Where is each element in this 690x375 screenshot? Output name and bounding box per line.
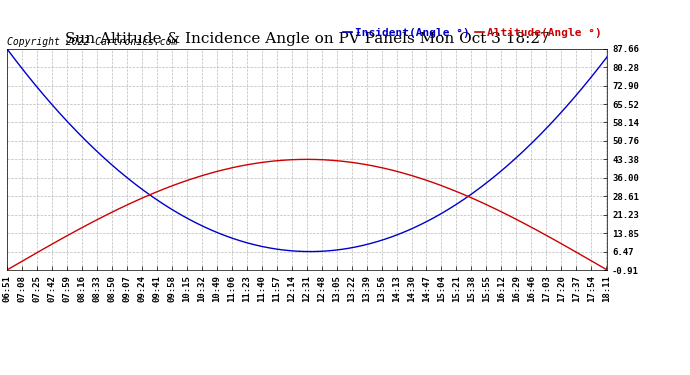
Title: Sun Altitude & Incidence Angle on PV Panels Mon Oct 3 18:27: Sun Altitude & Incidence Angle on PV Pan… [65,32,549,46]
Legend: Incident(Angle °), Altitude(Angle °): Incident(Angle °), Altitude(Angle °) [343,28,602,38]
Text: Copyright 2022 Cartronics.com: Copyright 2022 Cartronics.com [7,36,177,46]
